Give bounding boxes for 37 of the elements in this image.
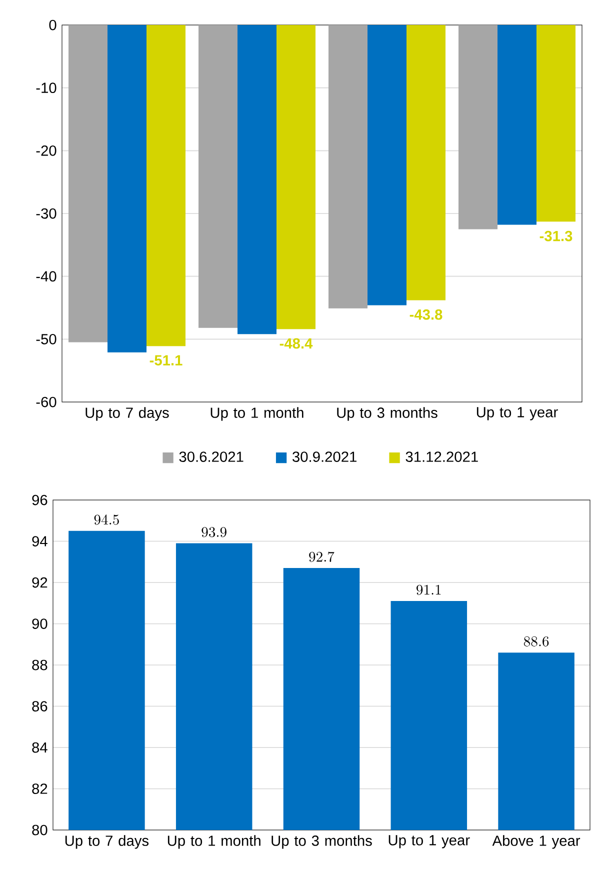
legend-label: 30.6.2021 bbox=[179, 452, 244, 462]
y-tick-label: 94 bbox=[32, 536, 48, 546]
y-tick-label: 88 bbox=[32, 660, 48, 670]
x-tick-label: Up to 3 months bbox=[337, 407, 438, 421]
x-tick-label: Up to 7 days bbox=[65, 835, 149, 849]
y-tick-label: -50 bbox=[36, 334, 56, 344]
x-tick-label: Above 1 year bbox=[492, 835, 580, 849]
data-label: 91 . 1 bbox=[416, 584, 441, 595]
data-label: 92.7 bbox=[309, 552, 334, 562]
y-tick-label: 84 bbox=[32, 742, 48, 753]
y-tick-label: 82 bbox=[32, 784, 48, 794]
data-label: 88.6 bbox=[524, 636, 549, 646]
x-tick-label: Up to 1 year bbox=[388, 835, 470, 848]
x-tick-label: Up to 1 year bbox=[476, 407, 558, 420]
data-label: -31.3 bbox=[540, 230, 572, 242]
data-label: -48.4 bbox=[280, 338, 313, 349]
y-tick-label: -40 bbox=[36, 271, 56, 282]
data-label: -43.8 bbox=[410, 309, 442, 320]
x-tick-label: Up to 3 months bbox=[272, 835, 372, 849]
y-tick-label: 80 bbox=[32, 824, 48, 836]
x-tick-label: Up to 7 days bbox=[86, 407, 169, 421]
legend-label: 31.12.2021 bbox=[406, 452, 478, 462]
y-tick-label: 92 bbox=[32, 577, 48, 588]
y-tick-label: -10 bbox=[36, 82, 56, 94]
legend-label: 30.9.2021 bbox=[292, 452, 356, 462]
y-tick-label: -60 bbox=[36, 396, 56, 408]
y-tick-label: 86 bbox=[32, 701, 48, 712]
y-tick-label: 90 bbox=[32, 618, 48, 629]
data-label: 93.9 bbox=[202, 527, 226, 538]
y-tick-label: 96 bbox=[32, 494, 48, 506]
y-tick-label: 0 bbox=[49, 20, 56, 30]
x-tick-label: Up to 1 month bbox=[168, 835, 260, 849]
data-label: -51.1 bbox=[150, 355, 182, 366]
y-tick-label: -20 bbox=[36, 145, 56, 156]
x-tick-label: Up to 1 month bbox=[210, 407, 304, 421]
data-label: 94.5 bbox=[94, 514, 119, 525]
y-tick-label: -30 bbox=[36, 208, 56, 219]
